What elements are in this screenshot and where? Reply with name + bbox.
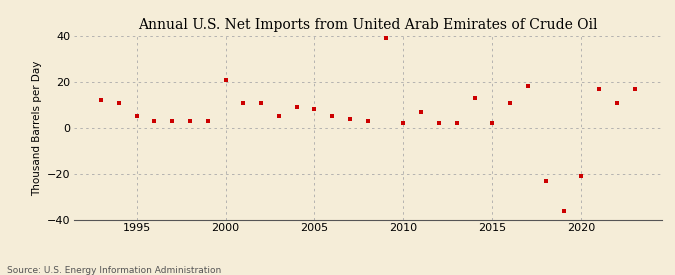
Point xyxy=(362,119,373,123)
Point xyxy=(96,98,107,103)
Point xyxy=(541,179,551,183)
Point xyxy=(416,109,427,114)
Point xyxy=(149,119,160,123)
Point xyxy=(576,174,587,178)
Point xyxy=(256,100,267,105)
Point xyxy=(487,121,498,125)
Point xyxy=(469,96,480,100)
Text: Source: U.S. Energy Information Administration: Source: U.S. Energy Information Administ… xyxy=(7,266,221,275)
Point xyxy=(629,87,640,91)
Point xyxy=(131,114,142,119)
Point xyxy=(380,36,391,40)
Point xyxy=(522,84,533,89)
Point xyxy=(184,119,195,123)
Point xyxy=(238,100,248,105)
Point xyxy=(594,87,605,91)
Point xyxy=(309,107,320,112)
Point xyxy=(345,117,356,121)
Point xyxy=(433,121,444,125)
Title: Annual U.S. Net Imports from United Arab Emirates of Crude Oil: Annual U.S. Net Imports from United Arab… xyxy=(138,18,597,32)
Point xyxy=(558,208,569,213)
Point xyxy=(167,119,178,123)
Point xyxy=(202,119,213,123)
Point xyxy=(273,114,284,119)
Point xyxy=(292,105,302,109)
Point xyxy=(113,100,124,105)
Point xyxy=(220,77,231,82)
Point xyxy=(505,100,516,105)
Point xyxy=(452,121,462,125)
Y-axis label: Thousand Barrels per Day: Thousand Barrels per Day xyxy=(32,60,43,196)
Point xyxy=(398,121,409,125)
Point xyxy=(612,100,622,105)
Point xyxy=(327,114,338,119)
